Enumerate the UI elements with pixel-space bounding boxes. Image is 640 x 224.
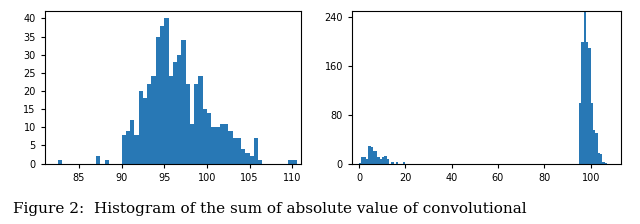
Bar [385,156,387,164]
Bar [190,124,194,164]
Bar [126,131,130,164]
Bar [58,160,62,164]
Bar [143,98,147,164]
Bar [207,113,211,164]
Bar [186,84,190,164]
Bar [366,159,368,164]
Bar [371,147,373,164]
Bar [216,127,220,164]
Bar [96,156,100,164]
Bar [168,76,173,164]
Bar [588,48,591,164]
Bar [586,42,588,164]
Bar [359,163,361,164]
Bar [387,159,389,164]
Bar [228,131,232,164]
Bar [152,76,156,164]
Bar [160,26,164,164]
Bar [364,157,366,164]
Bar [258,160,262,164]
Bar [164,18,168,164]
Bar [122,134,126,164]
Bar [254,138,258,164]
Bar [139,91,143,164]
Bar [602,162,605,164]
Bar [173,62,177,164]
Bar [203,109,207,164]
Bar [177,55,181,164]
Bar [579,103,581,164]
Bar [581,42,584,164]
Bar [595,133,598,164]
Bar [396,162,398,164]
Bar [392,162,394,164]
Bar [598,153,600,164]
Bar [368,146,371,164]
Bar [292,160,296,164]
Bar [593,130,595,164]
Bar [232,138,237,164]
Bar [361,157,364,164]
Bar [288,160,292,164]
Bar [584,0,586,164]
Bar [245,153,250,164]
Text: Figure 2:  Histogram of the sum of absolute value of convolutional: Figure 2: Histogram of the sum of absolu… [13,202,527,215]
Bar [380,159,382,164]
Bar [130,120,134,164]
Bar [375,151,378,164]
Bar [194,84,198,164]
Bar [403,162,405,164]
Bar [134,134,139,164]
Bar [211,127,216,164]
Bar [378,157,380,164]
Bar [198,76,203,164]
Bar [220,124,224,164]
Bar [181,40,186,164]
Bar [605,163,607,164]
Bar [224,124,228,164]
Bar [241,149,245,164]
Bar [373,151,375,164]
Bar [250,156,254,164]
Bar [600,154,602,164]
Bar [104,160,109,164]
Bar [382,157,385,164]
Bar [237,138,241,164]
Bar [147,84,152,164]
Bar [591,103,593,164]
Bar [156,37,160,164]
